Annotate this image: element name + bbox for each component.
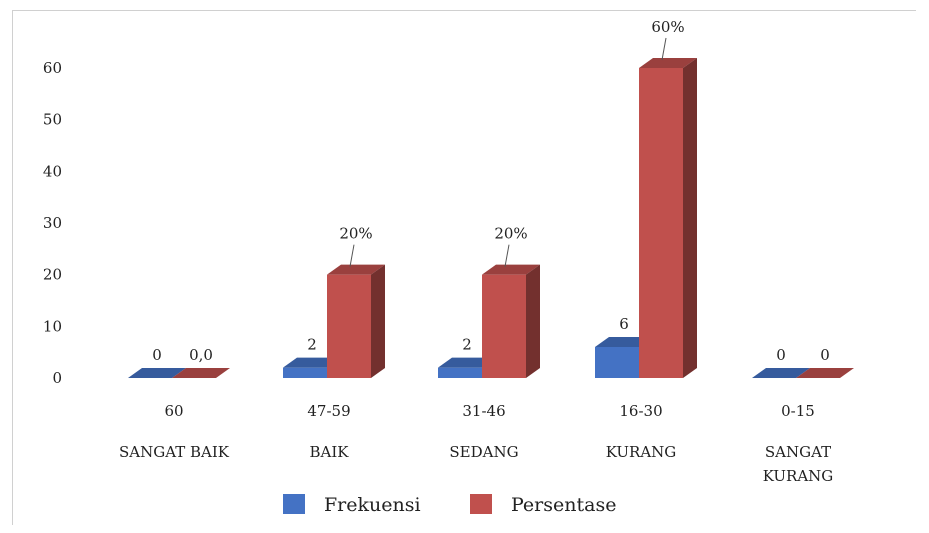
bar-persentase-5 bbox=[796, 368, 854, 379]
y-tick-label: 10 bbox=[43, 317, 62, 335]
bar-front bbox=[482, 274, 526, 378]
y-tick-label: 30 bbox=[43, 214, 62, 232]
data-label: 0 bbox=[152, 346, 162, 364]
bar-front bbox=[283, 367, 327, 378]
bar-side bbox=[371, 264, 385, 378]
bar-persentase-4 bbox=[639, 58, 697, 378]
data-label: 20% bbox=[339, 225, 372, 243]
legend-swatch bbox=[470, 494, 492, 514]
label-leader-line bbox=[504, 244, 510, 267]
data-label: 0,0 bbox=[189, 346, 213, 364]
bars bbox=[128, 58, 854, 379]
x-range-label: 16-30 bbox=[619, 402, 662, 420]
bar-top bbox=[327, 264, 385, 275]
data-label: 0 bbox=[820, 346, 830, 364]
legend-item-frekuensi: Frekuensi bbox=[283, 494, 421, 516]
bar-top bbox=[128, 368, 186, 378]
x-range-label: 47-59 bbox=[307, 402, 350, 420]
bar-persentase-1 bbox=[172, 368, 230, 379]
x-category-label: SEDANG bbox=[449, 443, 518, 461]
legend: Frekuensi Persentase bbox=[283, 494, 616, 516]
bar-top bbox=[752, 368, 810, 378]
x-category-label: BAIK bbox=[310, 443, 350, 461]
y-axis: 0 10 20 30 40 50 60 bbox=[43, 59, 62, 387]
bar-persentase-2 bbox=[327, 264, 385, 378]
x-category-label: SANGAT bbox=[765, 443, 831, 461]
bar-top bbox=[796, 368, 854, 378]
bar-top bbox=[172, 368, 230, 378]
data-label: 20% bbox=[494, 225, 527, 243]
data-label: 2 bbox=[462, 336, 472, 354]
legend-item-persentase: Persentase bbox=[470, 494, 616, 516]
y-tick-label: 20 bbox=[43, 266, 62, 284]
bar-frekuensi-5 bbox=[752, 368, 810, 379]
label-leader-line bbox=[349, 244, 355, 267]
data-labels: 0 0,0 2 20% 2 20% 6 60% 0 0 bbox=[152, 18, 830, 364]
bar-side bbox=[683, 58, 697, 378]
bar-front bbox=[327, 274, 371, 378]
x-range-label: 0-15 bbox=[781, 402, 815, 420]
bar-top bbox=[438, 357, 496, 368]
bar-front bbox=[639, 68, 683, 378]
legend-label: Persentase bbox=[511, 494, 616, 516]
y-tick-label: 0 bbox=[52, 369, 62, 387]
x-category-label: KURANG bbox=[763, 467, 834, 485]
x-range-label: 60 bbox=[164, 402, 183, 420]
y-tick-label: 40 bbox=[43, 162, 62, 180]
data-label: 2 bbox=[307, 336, 317, 354]
x-category-label: KURANG bbox=[606, 443, 677, 461]
bar-persentase-3 bbox=[482, 264, 540, 378]
bar-top bbox=[595, 337, 653, 347]
bar-frekuensi-1 bbox=[128, 368, 186, 379]
legend-swatch bbox=[283, 494, 305, 514]
data-label: 6 bbox=[619, 315, 629, 333]
bar-front bbox=[595, 347, 639, 378]
data-label: 60% bbox=[651, 18, 684, 36]
x-axis: 60 SANGAT BAIK 47-59 BAIK 31-46 SEDANG 16-30 KU… bbox=[119, 402, 833, 485]
x-category-label: SANGAT BAIK bbox=[119, 443, 230, 461]
bar-top bbox=[482, 264, 540, 275]
chart-frame bbox=[12, 10, 916, 525]
bar-front bbox=[438, 367, 482, 378]
x-range-label: 31-46 bbox=[462, 402, 505, 420]
bar-top bbox=[639, 58, 697, 68]
bar-top bbox=[283, 357, 341, 368]
data-label: 0 bbox=[776, 346, 786, 364]
legend-label: Frekuensi bbox=[324, 494, 421, 516]
y-tick-label: 50 bbox=[43, 111, 62, 129]
bar-side bbox=[526, 264, 540, 378]
label-leader-line bbox=[661, 37, 667, 61]
y-tick-label: 60 bbox=[43, 59, 62, 77]
